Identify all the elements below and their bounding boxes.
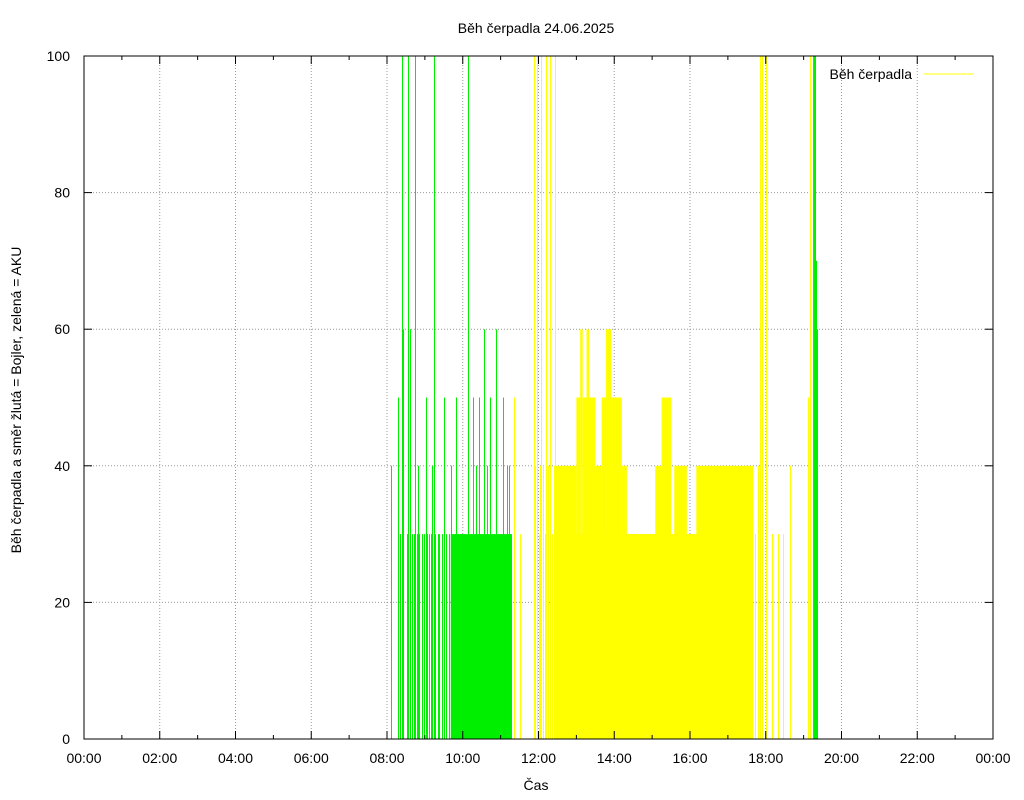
yellow-series-block [655, 465, 662, 739]
yellow-series-block [686, 534, 697, 739]
yellow-series-block [671, 534, 675, 739]
x-tick-label: 18:00 [748, 750, 783, 766]
yellow-series-block [696, 465, 754, 739]
tick-layer: 00:00 02:00 04:00 06:00 08:00 10:00 12:00 14:00… [47, 48, 1011, 766]
x-tick-label: 16:00 [672, 750, 707, 766]
yellow-series-block [601, 397, 607, 739]
x-tick-label: 08:00 [369, 750, 404, 766]
y-tick-label: 100 [47, 48, 71, 64]
x-tick-label: 06:00 [294, 750, 329, 766]
yellow-series-block [576, 397, 581, 739]
yellow-series-block [582, 397, 587, 739]
yellow-series-block [595, 465, 602, 739]
x-tick-label: 00:00 [975, 750, 1010, 766]
data-layer [391, 56, 818, 739]
y-tick-label: 80 [54, 185, 70, 201]
yellow-series-block [554, 465, 568, 739]
y-tick-label: 20 [54, 594, 70, 610]
yellow-series-block [567, 465, 577, 739]
y-tick-label: 0 [62, 731, 70, 747]
x-axis-label: Čas [524, 777, 549, 793]
x-tick-label: 00:00 [66, 750, 101, 766]
x-tick-label: 10:00 [445, 750, 480, 766]
yellow-series-block [580, 329, 583, 739]
x-tick-label: 12:00 [521, 750, 556, 766]
legend-label: Běh čerpadla [829, 66, 912, 82]
yellow-series-block [606, 329, 612, 739]
yellow-series-block [611, 397, 622, 739]
yellow-series-block [674, 465, 687, 739]
x-tick-label: 04:00 [218, 750, 253, 766]
yellow-series-block [586, 329, 589, 739]
yellow-series-block [589, 397, 596, 739]
y-tick-label: 60 [54, 321, 70, 337]
x-tick-label: 20:00 [824, 750, 859, 766]
green-series-block [450, 534, 512, 739]
chart-title: Běh čerpadla 24.06.2025 [458, 20, 615, 36]
yellow-series-block [626, 534, 656, 739]
y-axis-label: Běh čerpadla a směr žlutá = Bojler, zele… [8, 247, 24, 554]
x-tick-label: 22:00 [900, 750, 935, 766]
x-tick-label: 14:00 [597, 750, 632, 766]
yellow-series-block [661, 397, 672, 739]
x-tick-label: 02:00 [142, 750, 177, 766]
yellow-series-block [621, 465, 627, 739]
legend: Běh čerpadla [829, 66, 974, 82]
y-tick-label: 40 [54, 458, 70, 474]
